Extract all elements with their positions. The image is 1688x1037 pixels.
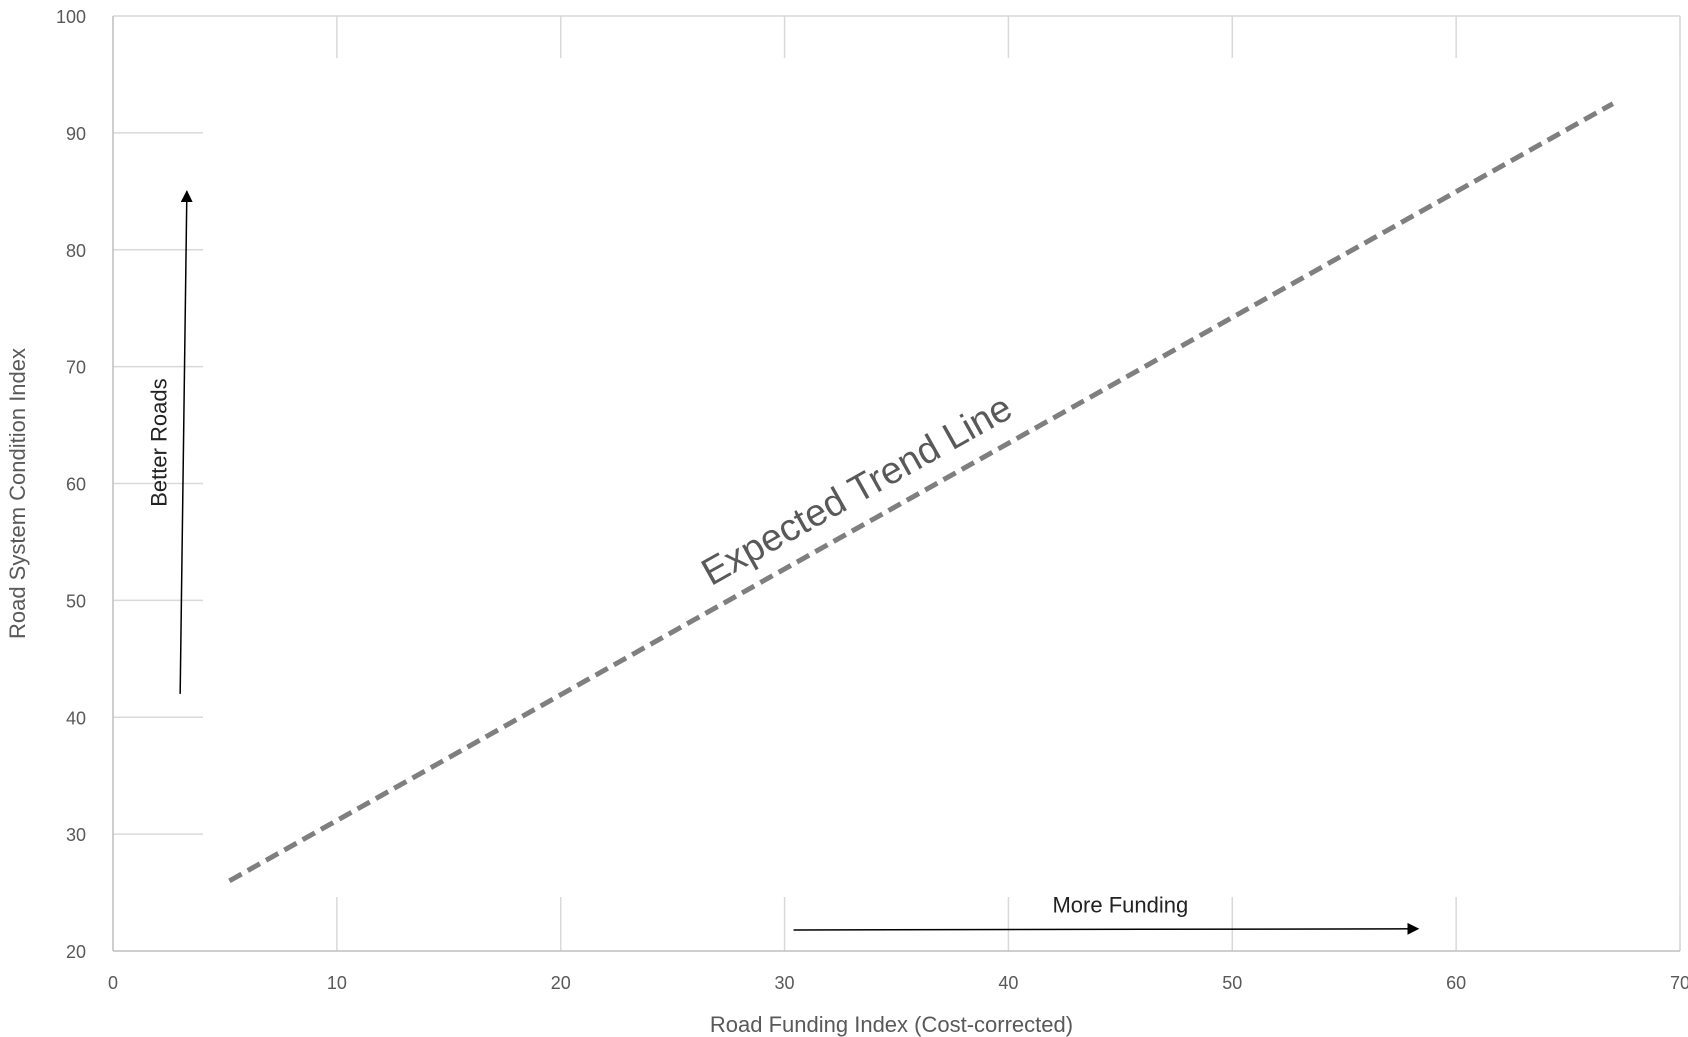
annotation-layer: Better Roads More Funding	[147, 190, 1420, 935]
more-funding-label: More Funding	[1052, 892, 1188, 917]
y-tick-label: 100	[56, 7, 86, 27]
x-tick-label: 30	[775, 973, 795, 993]
x-tick-label: 70	[1670, 973, 1688, 993]
x-axis-title: Road Funding Index (Cost-corrected)	[710, 1012, 1073, 1037]
x-axis-ticks: 0 10 20 30 40 50 60 70	[108, 973, 1688, 993]
series-layer: Expected Trend Line	[228, 101, 1615, 884]
x-tick-label: 20	[551, 973, 571, 993]
plot-area-frame	[112, 15, 1681, 952]
x-tick-label: 0	[108, 973, 118, 993]
y-tick-label: 80	[66, 241, 86, 261]
x-tick-label: 50	[1222, 973, 1242, 993]
y-tick-label: 90	[66, 124, 86, 144]
better-roads-label: Better Roads	[147, 378, 172, 506]
y-tick-label: 70	[66, 358, 86, 378]
y-axis-title: Road System Condition Index	[5, 348, 30, 639]
y-tick-label: 20	[66, 942, 86, 962]
y-axis-ticks: 20 30 40 50 60 70 80 90 100	[56, 7, 86, 962]
x-tick-label: 10	[327, 973, 347, 993]
x-tick-label: 40	[998, 973, 1018, 993]
y-tick-label: 50	[66, 591, 86, 611]
more-funding-arrow	[793, 922, 1420, 935]
y-tick-label: 60	[66, 475, 86, 495]
y-tick-label: 40	[66, 708, 86, 728]
y-tick-label: 30	[66, 825, 86, 845]
better-roads-arrow	[179, 190, 193, 694]
trend-line	[228, 101, 1615, 884]
trend-line-label: Expected Trend Line	[695, 387, 1019, 594]
gridlines	[113, 16, 1681, 951]
x-tick-label: 60	[1446, 973, 1466, 993]
